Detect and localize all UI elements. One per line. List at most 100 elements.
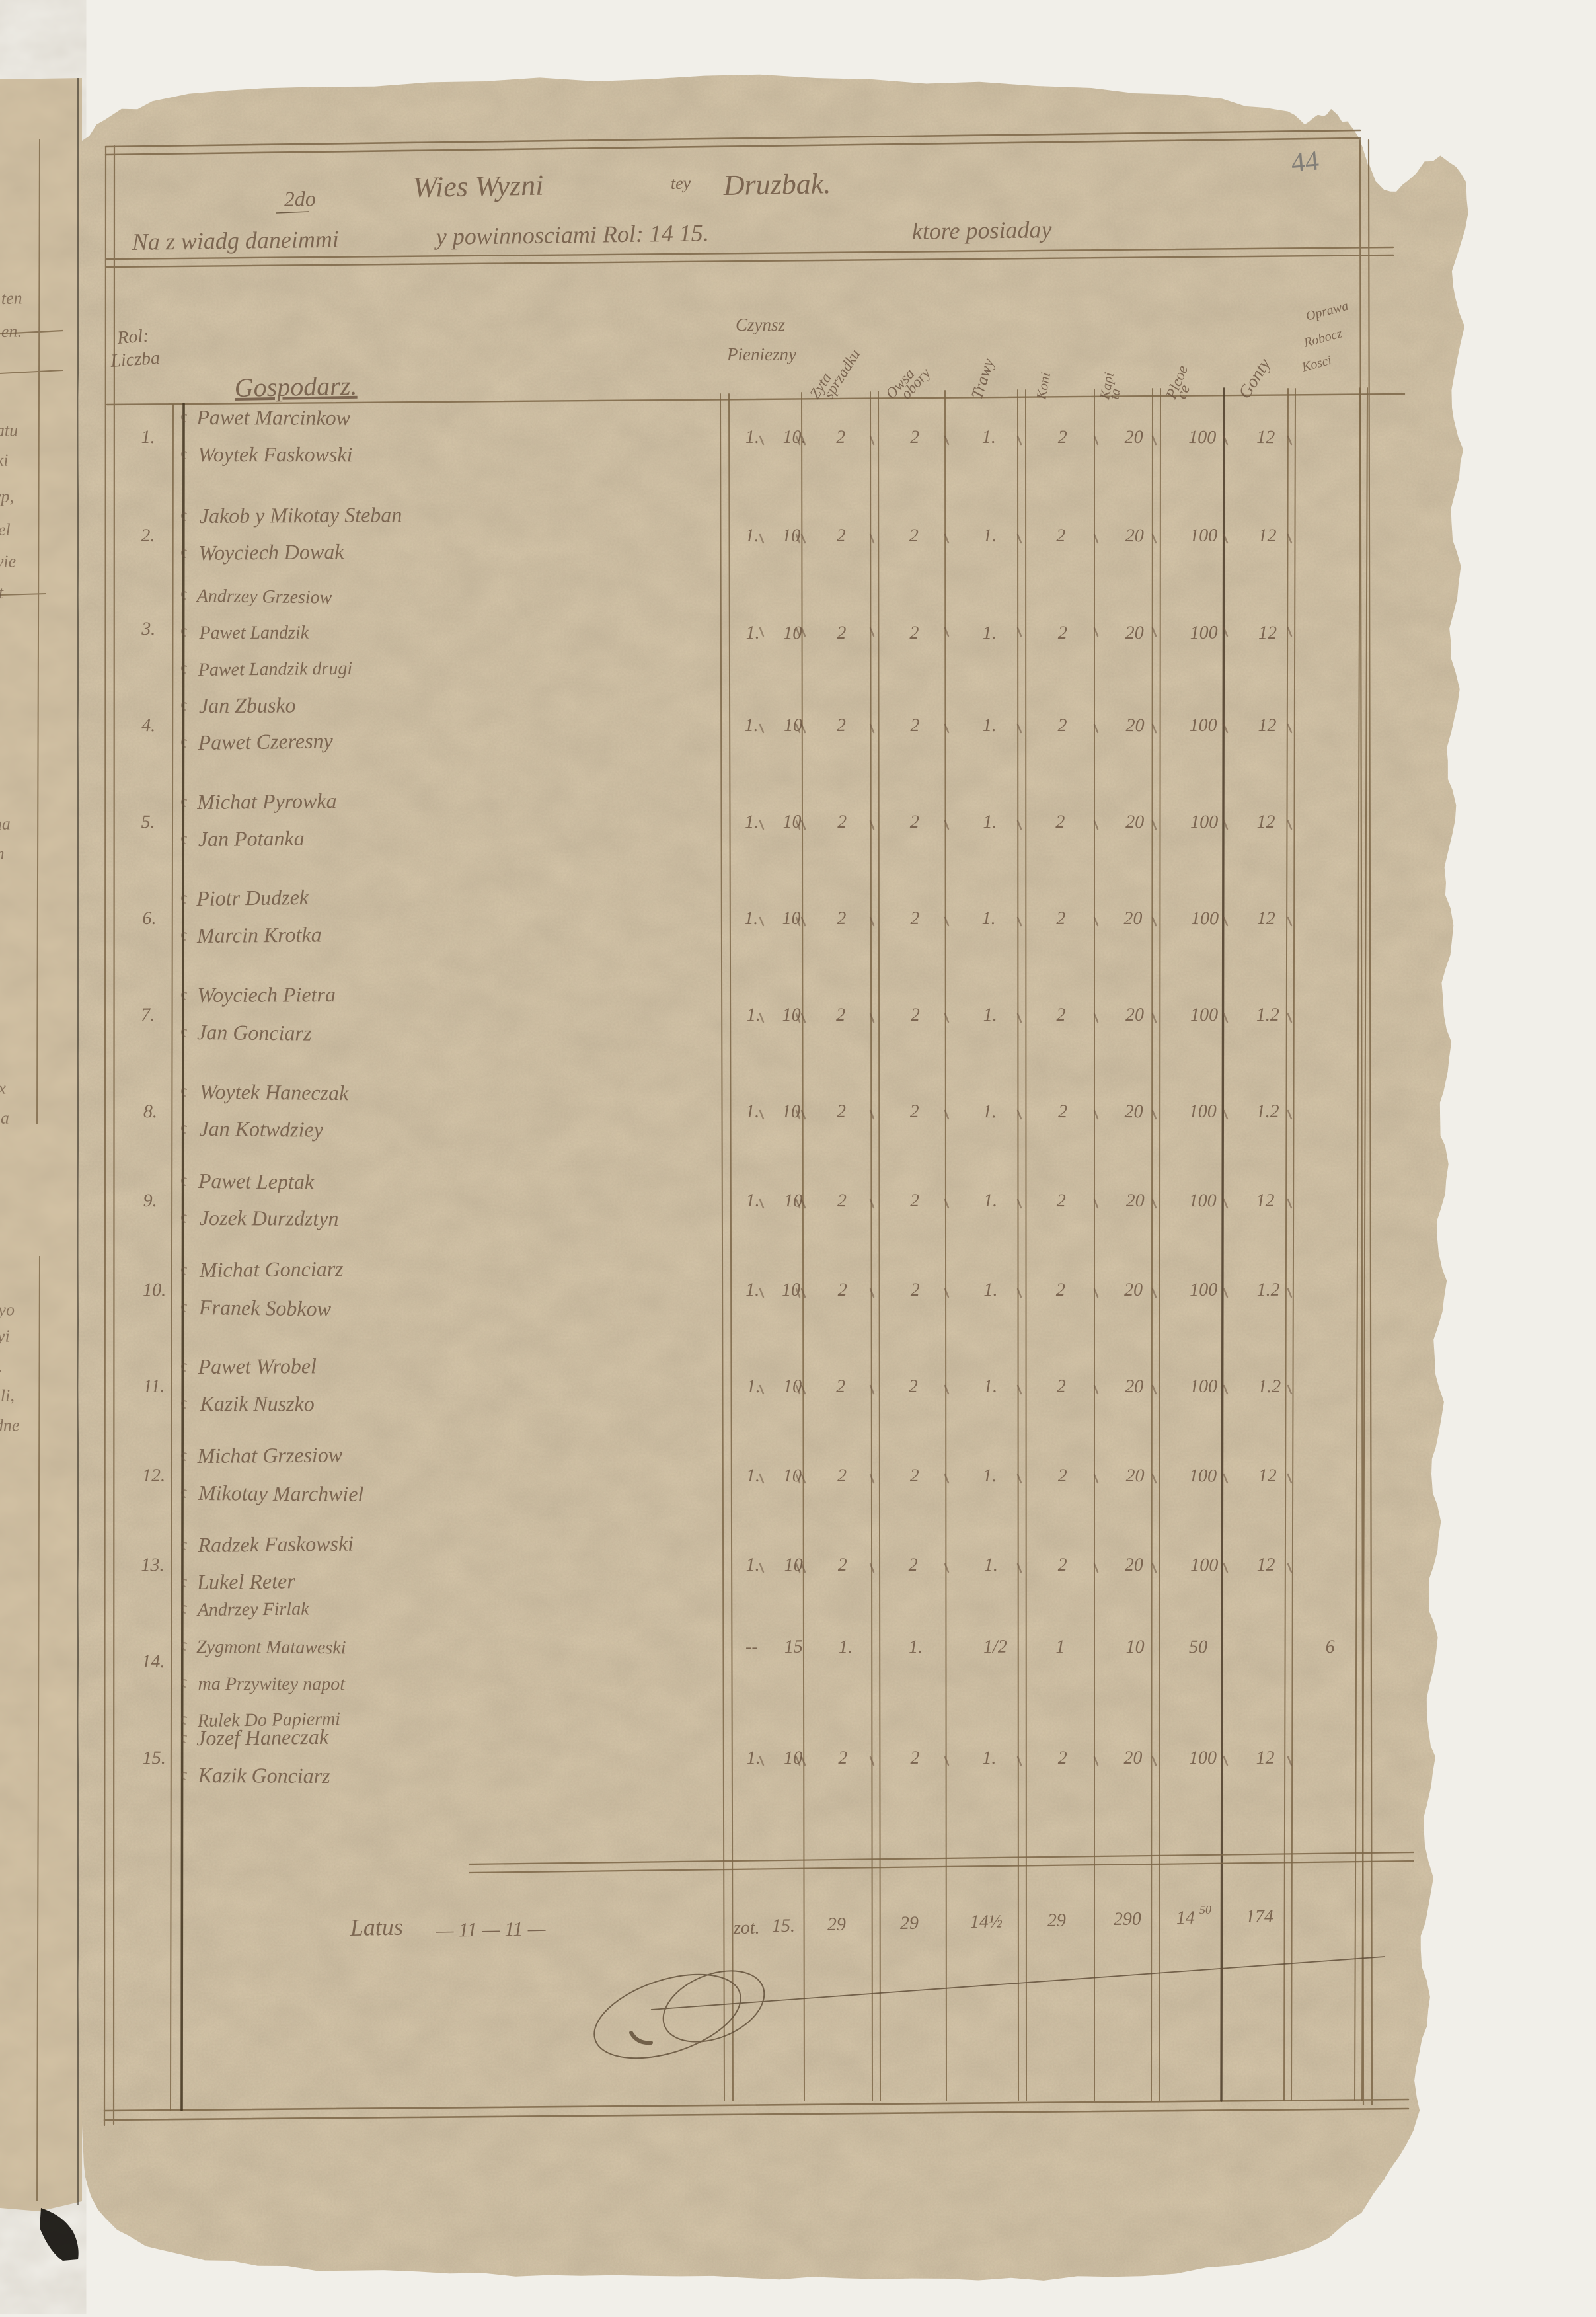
svg-text:Kazik Nuszko: Kazik Nuszko xyxy=(199,1392,314,1415)
svg-text:12: 12 xyxy=(1256,427,1275,448)
svg-text:ryi: ryi xyxy=(0,1326,10,1345)
svg-text:Czynsz: Czynsz xyxy=(736,315,786,334)
svg-text:10: 10 xyxy=(782,908,800,929)
svg-text:Jan Potanka: Jan Potanka xyxy=(198,826,305,851)
svg-text:20: 20 xyxy=(1125,623,1144,643)
svg-text:2: 2 xyxy=(837,812,847,832)
svg-text:1.: 1. xyxy=(744,715,758,736)
svg-text:1.: 1. xyxy=(745,1280,759,1300)
svg-text:2: 2 xyxy=(909,526,919,546)
svg-text:20: 20 xyxy=(1123,908,1142,929)
svg-text:20: 20 xyxy=(1124,1280,1143,1300)
svg-text:1.: 1. xyxy=(745,1101,759,1122)
svg-text:1.: 1. xyxy=(983,812,997,832)
svg-text:Liczba: Liczba xyxy=(109,348,161,372)
svg-text:Gospodarz.: Gospodarz. xyxy=(234,371,357,403)
svg-text:2: 2 xyxy=(909,623,919,643)
svg-text:Wies Wyzni: Wies Wyzni xyxy=(412,169,543,204)
svg-text:1.: 1. xyxy=(983,1376,997,1397)
svg-text:20: 20 xyxy=(1123,1748,1142,1768)
svg-text:— 11 — 11 —: — 11 — 11 — xyxy=(436,1918,546,1942)
svg-text:15.: 15. xyxy=(772,1916,795,1936)
svg-text:1.: 1. xyxy=(745,1555,759,1575)
svg-text:1.: 1. xyxy=(745,623,759,643)
svg-text:2: 2 xyxy=(837,623,846,643)
svg-text:Jan Kotwdziey: Jan Kotwdziey xyxy=(199,1117,324,1142)
svg-text:1.: 1. xyxy=(747,1748,761,1768)
svg-text:iel: iel xyxy=(0,520,11,539)
svg-text:7.: 7. xyxy=(141,1005,155,1025)
svg-text:Latus: Latus xyxy=(349,1914,403,1941)
svg-text:12: 12 xyxy=(1258,1466,1277,1486)
svg-text:100: 100 xyxy=(1190,526,1217,546)
svg-text:20: 20 xyxy=(1125,1376,1143,1397)
svg-text:1.: 1. xyxy=(745,1191,759,1211)
svg-text:Jan Gonciarz: Jan Gonciarz xyxy=(197,1020,312,1045)
svg-text:Kazik Gonciarz: Kazik Gonciarz xyxy=(198,1763,331,1787)
svg-text:2: 2 xyxy=(910,1466,919,1486)
svg-text:Pawet Leptak: Pawet Leptak xyxy=(198,1169,315,1194)
svg-text:Jan Zbusko: Jan Zbusko xyxy=(199,693,296,717)
svg-text:100: 100 xyxy=(1190,1005,1218,1025)
svg-text:2: 2 xyxy=(837,715,846,736)
svg-text:ali,: ali, xyxy=(0,1386,15,1405)
svg-text:1.: 1. xyxy=(984,1555,998,1575)
svg-text:1.: 1. xyxy=(983,1280,997,1300)
svg-text:2: 2 xyxy=(910,715,919,736)
svg-text:Michat Grzesiow: Michat Grzesiow xyxy=(196,1442,342,1468)
svg-text:12: 12 xyxy=(1257,908,1275,929)
svg-text:11.: 11. xyxy=(143,1376,165,1397)
svg-text:2: 2 xyxy=(1057,1191,1066,1211)
svg-text:10: 10 xyxy=(782,812,801,832)
svg-text:2: 2 xyxy=(1058,1555,1067,1575)
svg-text:i.: i. xyxy=(0,1356,3,1376)
svg-text:20: 20 xyxy=(1125,1466,1144,1486)
svg-text:6: 6 xyxy=(1325,1637,1334,1657)
svg-text:2: 2 xyxy=(1058,1466,1067,1486)
svg-text:100: 100 xyxy=(1189,1466,1217,1487)
svg-text:1.: 1. xyxy=(983,526,997,546)
svg-text:tey: tey xyxy=(671,173,691,193)
svg-text:Druzbak.: Druzbak. xyxy=(722,167,831,202)
svg-text:2: 2 xyxy=(911,1005,920,1025)
svg-text:9.: 9. xyxy=(143,1191,157,1211)
svg-text:ex: ex xyxy=(0,1079,7,1098)
svg-text:1.: 1. xyxy=(983,715,997,736)
svg-text:--: -- xyxy=(745,1637,758,1657)
svg-text:10: 10 xyxy=(1126,1637,1145,1657)
svg-text:10: 10 xyxy=(782,1280,800,1300)
svg-text:2.: 2. xyxy=(141,526,155,546)
svg-text:6.: 6. xyxy=(142,908,156,929)
svg-text:2: 2 xyxy=(837,908,846,929)
svg-text:2: 2 xyxy=(1058,623,1067,643)
svg-text:Andrzey Firlak: Andrzey Firlak xyxy=(196,1599,310,1620)
svg-text:Pawet Wrobel: Pawet Wrobel xyxy=(198,1354,317,1378)
svg-text:1.: 1. xyxy=(745,526,759,546)
svg-text:50: 50 xyxy=(1189,1637,1207,1657)
svg-text:8.: 8. xyxy=(143,1101,157,1122)
svg-text:1.: 1. xyxy=(983,623,997,643)
svg-text:174: 174 xyxy=(1246,1906,1273,1927)
svg-text:2: 2 xyxy=(910,427,919,448)
svg-text:20: 20 xyxy=(1124,1101,1143,1122)
svg-text:zot.: zot. xyxy=(733,1918,760,1938)
svg-text:2: 2 xyxy=(837,526,846,546)
svg-text:2: 2 xyxy=(836,1005,845,1025)
svg-text:2: 2 xyxy=(838,1555,847,1575)
svg-text:1.: 1. xyxy=(983,1191,997,1211)
svg-text:1.: 1. xyxy=(982,427,996,448)
svg-text:20: 20 xyxy=(1125,1005,1144,1025)
svg-text:15.: 15. xyxy=(143,1748,166,1768)
svg-text:1.: 1. xyxy=(983,1101,997,1122)
svg-text:12.: 12. xyxy=(142,1466,165,1486)
svg-text:2: 2 xyxy=(1058,1101,1067,1122)
svg-text:2: 2 xyxy=(837,1191,847,1211)
svg-text:Jozek Durzdztyn: Jozek Durzdztyn xyxy=(200,1206,339,1230)
svg-text:100: 100 xyxy=(1189,1748,1217,1768)
svg-text:100: 100 xyxy=(1189,1101,1217,1122)
svg-text:100: 100 xyxy=(1190,1376,1217,1397)
svg-text:2: 2 xyxy=(910,812,919,832)
svg-text:1.2: 1.2 xyxy=(1256,1101,1279,1122)
svg-text:44: 44 xyxy=(1290,145,1320,178)
svg-text:10: 10 xyxy=(783,1466,802,1486)
